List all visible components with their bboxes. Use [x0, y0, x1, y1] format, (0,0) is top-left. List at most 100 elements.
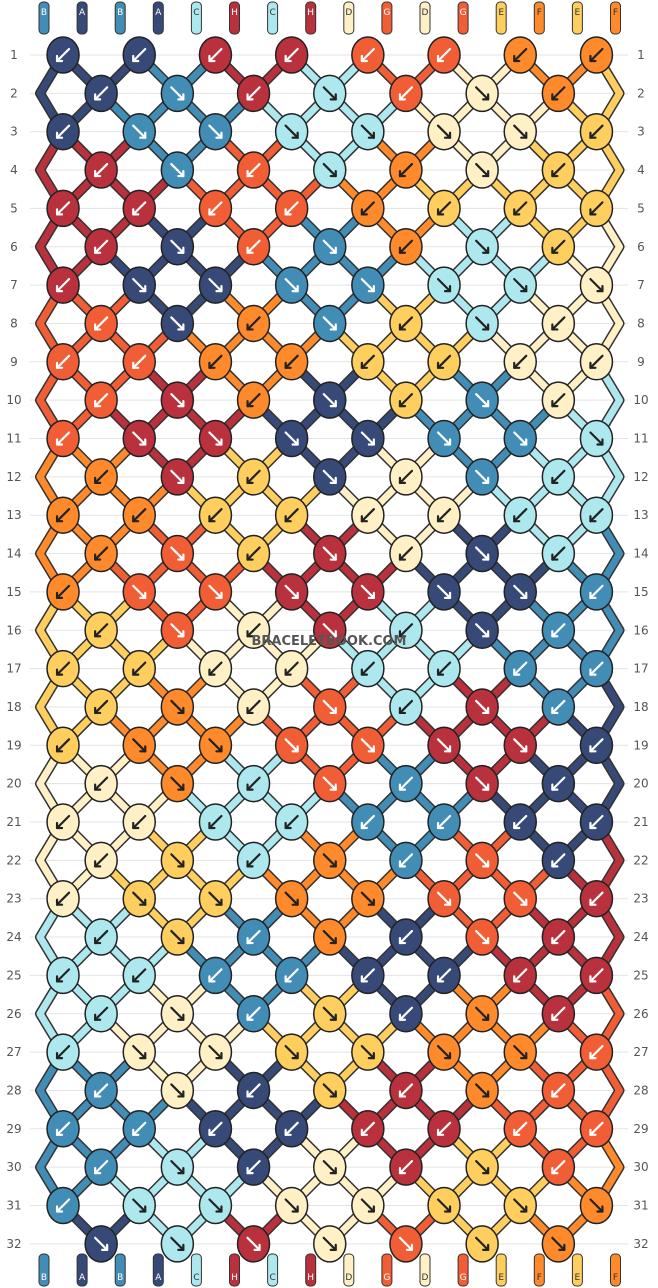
knot [46, 419, 80, 458]
knot [274, 112, 309, 151]
arrow-head [367, 131, 375, 139]
knot [427, 1033, 461, 1071]
arrow-head [291, 1051, 299, 1060]
arrow-head [367, 285, 375, 293]
bottom-strand-label: B [117, 1273, 123, 1283]
arrow-head [551, 93, 559, 101]
arrow-down-right-icon [208, 738, 223, 753]
row-number-right: 4 [637, 163, 645, 177]
arrow-down-left-icon [589, 968, 604, 983]
arrow-down-right-icon [360, 124, 375, 139]
arrow-down-right-icon [322, 469, 337, 484]
knot [236, 228, 271, 266]
knot [389, 764, 423, 803]
arrow-head [398, 93, 407, 101]
arrow-head [398, 323, 407, 331]
arrow-down-left-icon [284, 508, 299, 523]
knot [351, 726, 385, 765]
top-strand-tail [76, 1, 88, 35]
arrow-head [55, 361, 64, 369]
top-strand-tail [38, 1, 50, 35]
knot [465, 995, 499, 1033]
arrow-head [132, 361, 140, 369]
knot [427, 266, 461, 304]
bottom-strand-label: F [537, 1273, 542, 1283]
arrow-down-left-icon [55, 201, 71, 216]
arrow-down-left-icon [208, 47, 223, 63]
knot [503, 112, 537, 151]
arrow-head [177, 783, 185, 791]
arrow-head [246, 936, 254, 945]
arrow-head [208, 361, 216, 369]
arrow-head [329, 476, 337, 484]
arrow-head [551, 706, 559, 715]
arrow-down-right-icon [170, 623, 185, 638]
arrow-head [329, 630, 337, 638]
knot [465, 151, 499, 189]
knot [465, 764, 499, 803]
knot [160, 458, 195, 496]
knot [389, 304, 423, 343]
arrow-down-left-icon [208, 814, 223, 830]
arrow-head [513, 515, 521, 523]
arrow-down-left-icon [94, 86, 109, 101]
arrow-head [94, 1013, 102, 1021]
arrow-down-left-icon [55, 508, 71, 523]
arrow-down-right-icon [360, 1044, 375, 1060]
knot [198, 266, 233, 304]
top-strand-label: D [345, 8, 352, 18]
knot [236, 841, 271, 880]
knot [465, 1148, 499, 1186]
arrow-head [436, 821, 445, 830]
knot [160, 1148, 195, 1186]
knot [503, 1186, 537, 1225]
arrow-down-right-icon [589, 431, 604, 446]
arrow-down-left-icon [551, 623, 566, 638]
arrow-down-right-icon [170, 86, 185, 101]
row-number-right: 19 [633, 738, 648, 752]
arrow-down-left-icon [132, 968, 147, 983]
arrow-head [367, 591, 375, 600]
arrow-down-left-icon [94, 1160, 109, 1175]
top-strand-tail [610, 1, 621, 35]
knot [198, 879, 233, 918]
arrow-down-left-icon [284, 968, 299, 983]
arrow-head [291, 1205, 299, 1213]
row-number-left: 20 [6, 777, 21, 791]
knot [351, 1186, 385, 1225]
arrow-head [513, 1128, 521, 1136]
arrow-down-right-icon [322, 316, 337, 331]
knot [84, 688, 118, 726]
arrow-head [520, 131, 528, 139]
bottom-strand-tail [38, 1253, 50, 1287]
arrow-down-left-icon [551, 86, 566, 101]
arrow-head [551, 246, 559, 254]
arrow-down-left-icon [436, 661, 452, 676]
arrow-down-right-icon [436, 1198, 452, 1213]
arrow-down-left-icon [208, 201, 223, 216]
arrow-down-right-icon [170, 239, 185, 254]
arrow-down-left-icon [94, 776, 109, 791]
knot [198, 1186, 233, 1225]
arrow-head [551, 476, 559, 484]
arrow-down-left-icon [513, 661, 528, 676]
row-number-right: 10 [633, 393, 648, 407]
arrow-down-left-icon [284, 47, 299, 63]
arrow-head [443, 1051, 452, 1060]
arrow-down-left-icon [55, 584, 71, 600]
arrow-head [443, 285, 452, 293]
arrow-head [551, 860, 559, 868]
arrow-down-right-icon [170, 316, 185, 331]
row-number-right: 6 [637, 240, 645, 254]
knot [122, 879, 156, 918]
arrow-head [177, 169, 185, 178]
knot [351, 112, 385, 151]
arrow-down-right-icon [322, 853, 337, 868]
knot [465, 688, 499, 726]
arrow-down-left-icon [398, 162, 414, 178]
arrow-head [589, 591, 597, 600]
arrow-down-right-icon [132, 584, 147, 600]
arrow-down-right-icon [132, 738, 147, 753]
bottom-strand-label: G [460, 1273, 467, 1283]
